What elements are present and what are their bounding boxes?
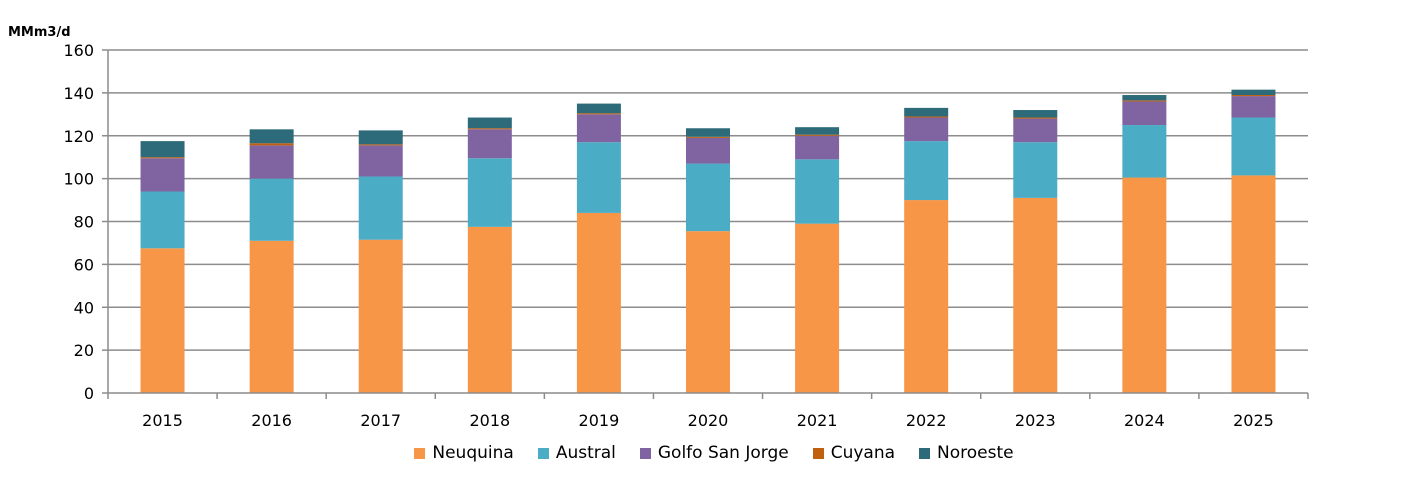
bar-cuyana-2015 xyxy=(140,157,185,159)
bar-noroeste-2017 xyxy=(358,130,403,145)
legend-item-noroeste: Noroeste xyxy=(919,443,1014,463)
y-tick-label-100: 100 xyxy=(63,170,94,189)
bar-cuyana-2022 xyxy=(904,116,949,118)
legend-label: Golfo San Jorge xyxy=(657,443,789,463)
x-tick-label-2025: 2025 xyxy=(1233,411,1274,430)
bar-cuyana-2017 xyxy=(358,144,403,146)
bar-golfo-san-jorge-2016 xyxy=(249,145,294,179)
x-tick-label-2015: 2015 xyxy=(142,411,183,430)
bar-golfo-san-jorge-2023 xyxy=(1013,118,1058,143)
bar-golfo-san-jorge-2019 xyxy=(576,114,621,143)
bar-noroeste-2021 xyxy=(795,127,840,135)
y-tick-labels: 0 20 40 60 80 100 120 140 160 xyxy=(63,41,94,403)
x-tick-label-2024: 2024 xyxy=(1124,411,1165,430)
legend-item-neuquina: Neuquina xyxy=(414,443,514,463)
bars xyxy=(140,89,1276,393)
bar-golfo-san-jorge-2020 xyxy=(686,137,730,164)
bar-cuyana-2018 xyxy=(467,128,512,130)
bar-golfo-san-jorge-2024 xyxy=(1122,101,1167,126)
bar-austral-2025 xyxy=(1231,117,1276,176)
bar-golfo-san-jorge-2021 xyxy=(795,135,840,160)
legend: Neuquina Austral Golfo San Jorge Cuyana Noro… xyxy=(0,440,1428,466)
axes xyxy=(102,49,1309,399)
bar-austral-2018 xyxy=(467,158,512,227)
legend-swatch xyxy=(414,447,426,459)
bar-noroeste-2018 xyxy=(467,117,512,129)
y-axis-unit-label: MMm3/d xyxy=(8,25,71,40)
bar-austral-2017 xyxy=(358,176,403,240)
legend-label: Austral xyxy=(555,443,616,463)
bar-neuquina-2019 xyxy=(576,212,621,393)
bar-golfo-san-jorge-2015 xyxy=(140,158,185,192)
legend-label: Neuquina xyxy=(432,443,514,463)
legend-swatch xyxy=(919,447,931,459)
bar-neuquina-2023 xyxy=(1013,197,1058,393)
y-tick-label-80: 80 xyxy=(74,213,94,232)
y-tick-label-160: 160 xyxy=(63,41,94,60)
bar-cuyana-2023 xyxy=(1013,117,1058,119)
x-tick-label-2016: 2016 xyxy=(251,411,292,430)
bar-noroeste-2016 xyxy=(249,129,294,144)
bar-noroeste-2025 xyxy=(1231,89,1276,96)
bar-austral-2024 xyxy=(1122,125,1167,178)
y-tick-label-20: 20 xyxy=(74,341,94,360)
y-tick-label-40: 40 xyxy=(74,298,94,317)
bar-cuyana-2020 xyxy=(686,136,730,138)
x-tick-label-2022: 2022 xyxy=(906,411,947,430)
bar-noroeste-2023 xyxy=(1013,110,1058,118)
bar-neuquina-2025 xyxy=(1231,175,1276,393)
bar-austral-2020 xyxy=(686,163,730,232)
bar-austral-2019 xyxy=(576,142,621,213)
x-tick-label-2020: 2020 xyxy=(688,411,729,430)
bar-cuyana-2025 xyxy=(1231,95,1276,97)
bar-golfo-san-jorge-2018 xyxy=(467,129,512,159)
y-tick-label-60: 60 xyxy=(74,255,94,274)
legend-swatch xyxy=(812,447,824,459)
x-tick-labels: 2015 2016 2017 2018 2019 2020 2021 2022 2023 2024… xyxy=(142,411,1274,430)
bar-neuquina-2016 xyxy=(249,240,294,393)
bar-noroeste-2019 xyxy=(576,103,621,114)
legend-swatch xyxy=(537,447,549,459)
bar-neuquina-2015 xyxy=(140,248,185,393)
bar-cuyana-2016 xyxy=(249,143,294,146)
x-tick-label-2019: 2019 xyxy=(579,411,620,430)
x-tick-label-2023: 2023 xyxy=(1015,411,1056,430)
bar-neuquina-2024 xyxy=(1122,177,1167,393)
y-tick-label-0: 0 xyxy=(84,384,94,403)
bar-cuyana-2021 xyxy=(795,134,840,136)
legend-label: Cuyana xyxy=(830,443,896,463)
bar-cuyana-2024 xyxy=(1122,100,1167,102)
legend-label: Noroeste xyxy=(937,443,1014,463)
bar-noroeste-2022 xyxy=(904,107,949,117)
bar-neuquina-2021 xyxy=(795,223,840,393)
bar-austral-2022 xyxy=(904,141,949,201)
bar-austral-2021 xyxy=(795,159,840,224)
bar-golfo-san-jorge-2022 xyxy=(904,117,949,142)
legend-swatch xyxy=(639,447,651,459)
x-tick-label-2021: 2021 xyxy=(797,411,838,430)
legend-item-golfo-san-jorge: Golfo San Jorge xyxy=(639,443,789,463)
bar-cuyana-2019 xyxy=(576,113,621,115)
y-tick-label-140: 140 xyxy=(63,84,94,103)
x-tick-label-2017: 2017 xyxy=(360,411,401,430)
legend-item-cuyana: Cuyana xyxy=(812,443,896,463)
bar-golfo-san-jorge-2025 xyxy=(1231,96,1276,118)
x-tick-label-2018: 2018 xyxy=(469,411,510,430)
bar-austral-2023 xyxy=(1013,142,1058,198)
bar-neuquina-2018 xyxy=(467,226,512,393)
bar-noroeste-2020 xyxy=(686,128,730,137)
bar-noroeste-2024 xyxy=(1122,95,1167,101)
bar-neuquina-2022 xyxy=(904,200,949,393)
legend-item-austral: Austral xyxy=(537,443,616,463)
bar-neuquina-2020 xyxy=(686,231,730,393)
bar-austral-2015 xyxy=(140,191,185,249)
bar-neuquina-2017 xyxy=(358,239,403,393)
bar-austral-2016 xyxy=(249,178,294,241)
y-tick-label-120: 120 xyxy=(63,127,94,146)
bar-noroeste-2015 xyxy=(140,141,185,158)
bar-golfo-san-jorge-2017 xyxy=(358,145,403,177)
